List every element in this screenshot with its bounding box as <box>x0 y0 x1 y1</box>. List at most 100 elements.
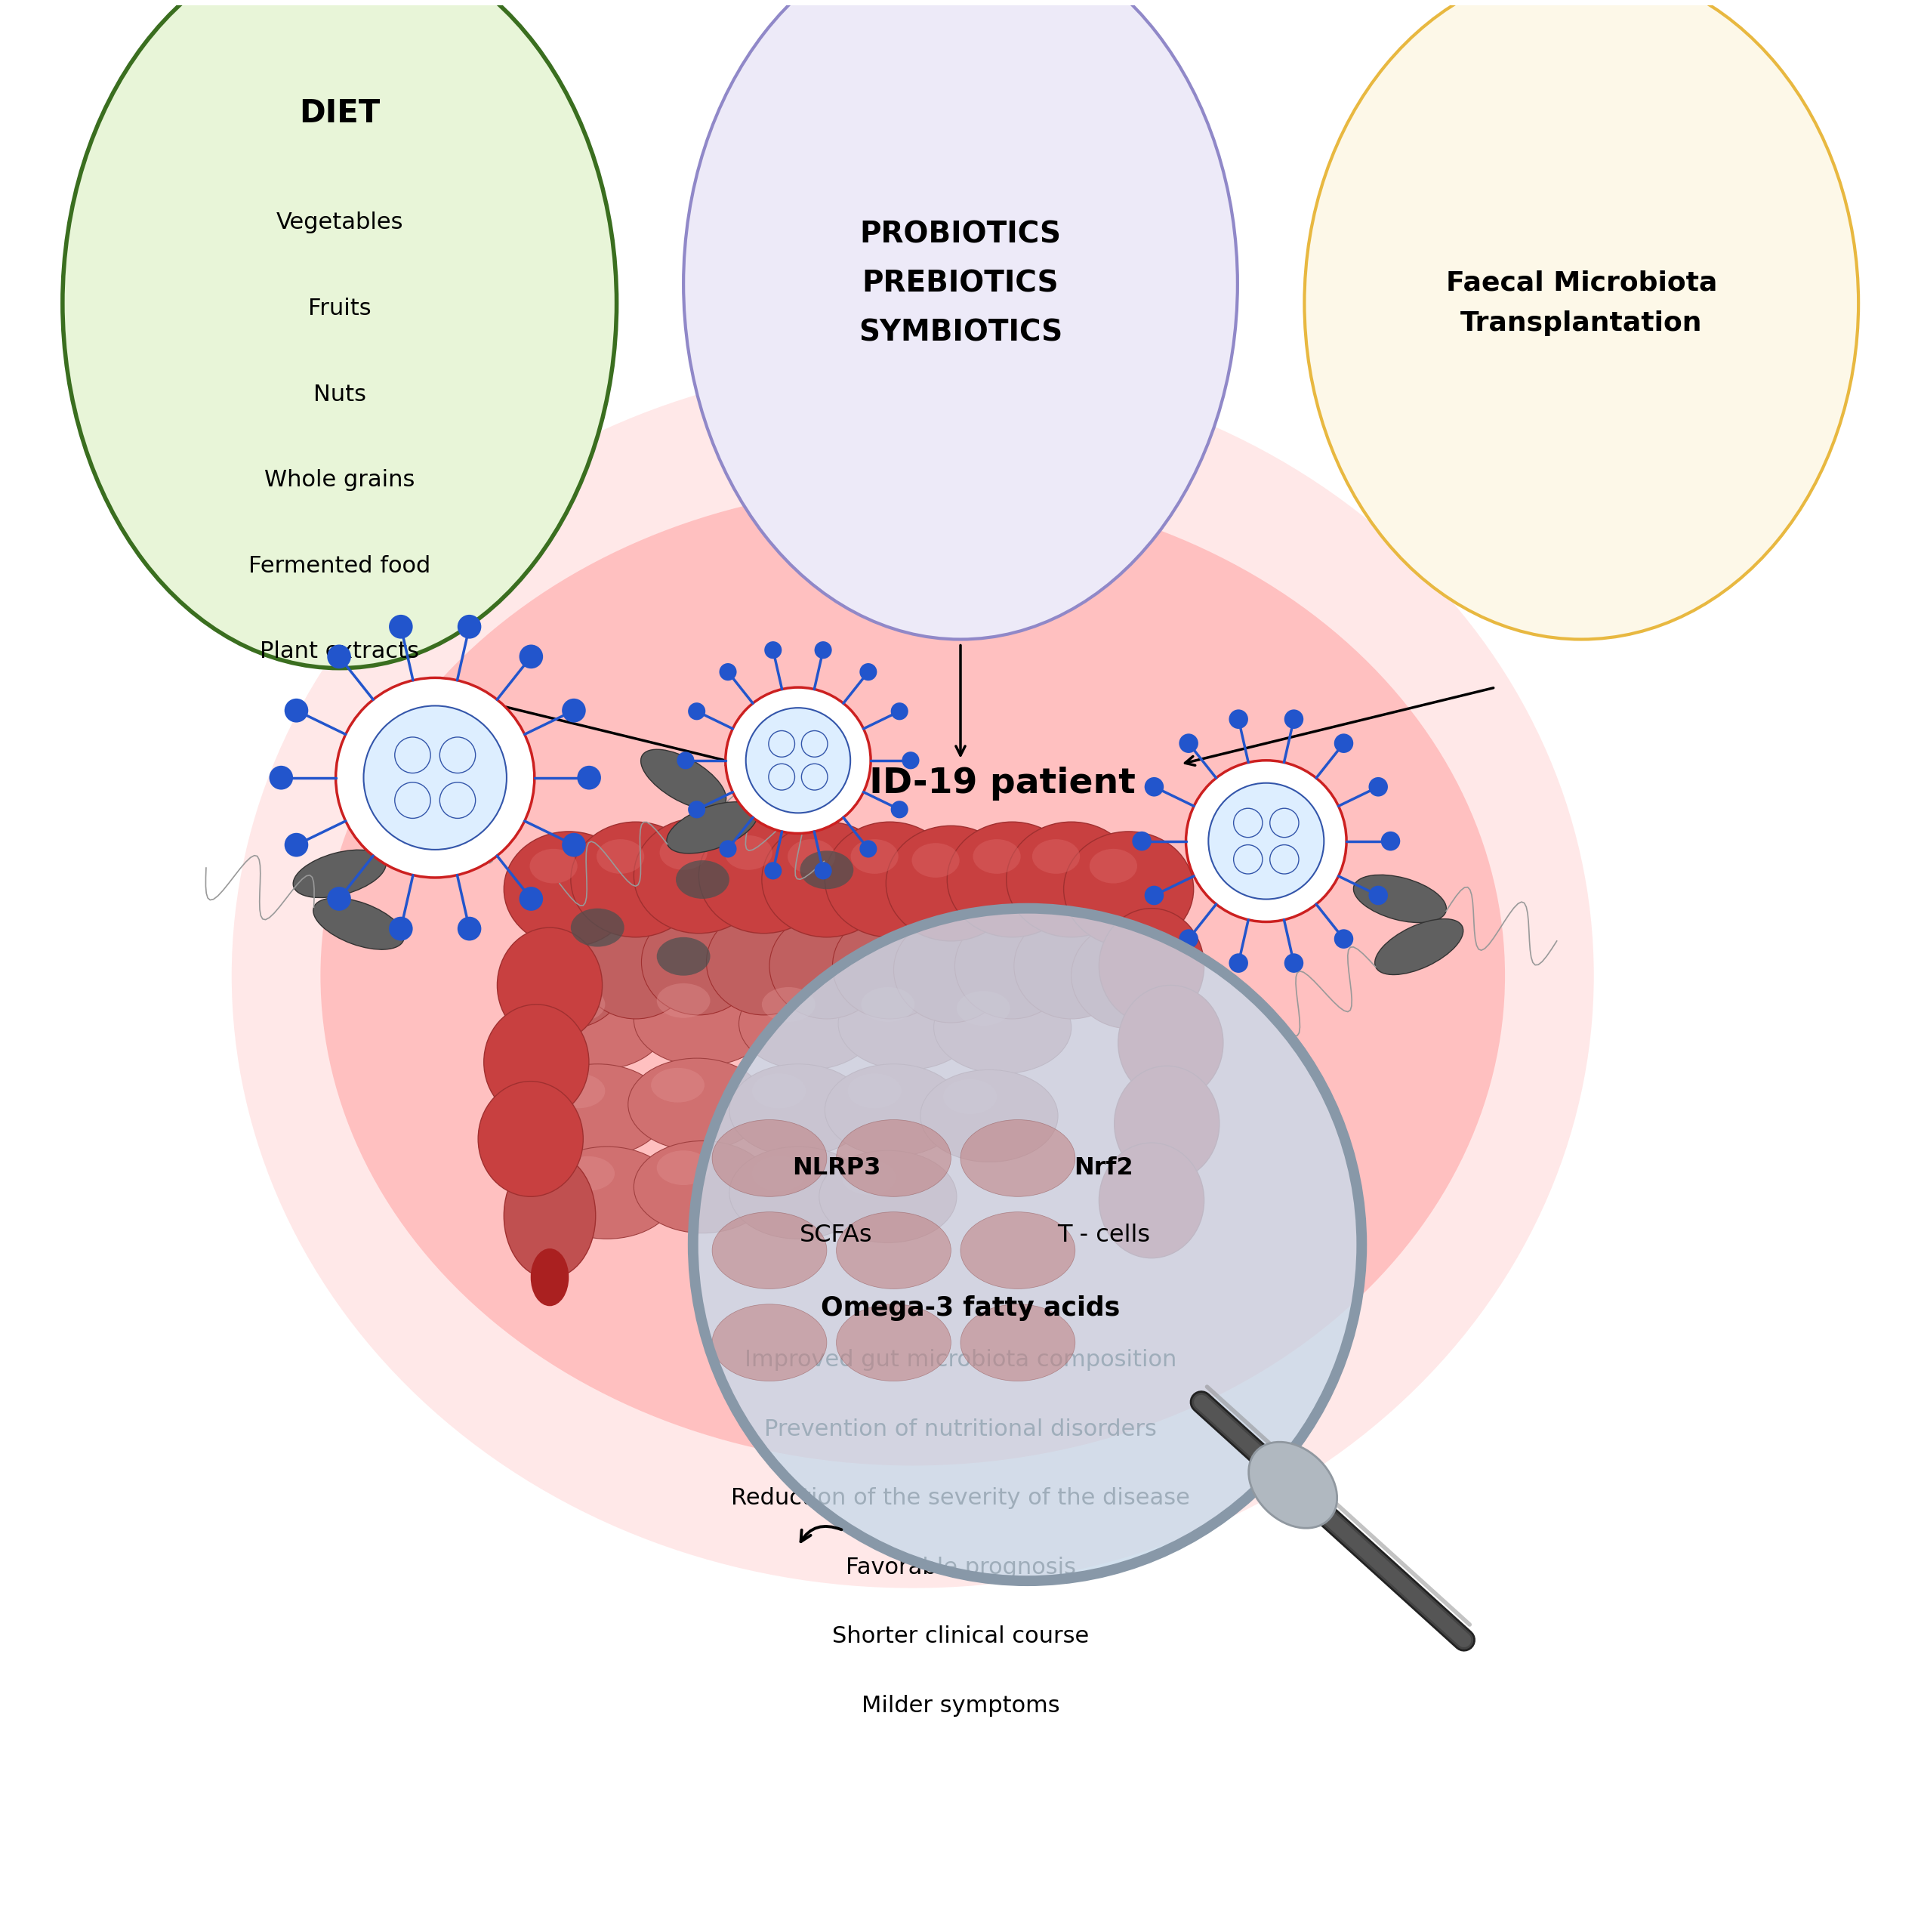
Circle shape <box>676 752 693 769</box>
Ellipse shape <box>861 987 914 1022</box>
Circle shape <box>519 887 544 910</box>
Ellipse shape <box>642 750 726 810</box>
Ellipse shape <box>730 1146 866 1238</box>
Text: COVID-19 patient: COVID-19 patient <box>786 767 1135 800</box>
Ellipse shape <box>530 1248 569 1306</box>
Text: Nrf2: Nrf2 <box>1074 1155 1133 1179</box>
Circle shape <box>1333 929 1354 949</box>
Ellipse shape <box>571 908 624 947</box>
Ellipse shape <box>63 0 617 668</box>
Ellipse shape <box>1007 821 1135 937</box>
Circle shape <box>563 699 586 723</box>
Ellipse shape <box>753 1074 805 1109</box>
Text: SCFAs: SCFAs <box>799 1223 872 1246</box>
Ellipse shape <box>832 914 947 1018</box>
Ellipse shape <box>1354 875 1447 923</box>
Circle shape <box>457 614 482 639</box>
Ellipse shape <box>838 978 976 1070</box>
Ellipse shape <box>740 978 876 1070</box>
Ellipse shape <box>893 918 1009 1022</box>
Circle shape <box>1368 777 1387 796</box>
Ellipse shape <box>713 1121 826 1196</box>
Ellipse shape <box>1249 1441 1337 1528</box>
Circle shape <box>891 800 909 819</box>
Ellipse shape <box>947 821 1078 937</box>
Text: Faecal Microbiota
Transplantation: Faecal Microbiota Transplantation <box>1447 270 1717 336</box>
Circle shape <box>1285 952 1304 972</box>
Circle shape <box>284 833 307 858</box>
Ellipse shape <box>824 821 955 937</box>
Ellipse shape <box>571 821 701 937</box>
Ellipse shape <box>770 914 884 1018</box>
Circle shape <box>1179 734 1199 753</box>
Circle shape <box>688 703 705 721</box>
Circle shape <box>1285 709 1304 728</box>
Ellipse shape <box>713 1211 826 1289</box>
Circle shape <box>457 916 482 941</box>
Ellipse shape <box>659 835 707 869</box>
Circle shape <box>891 703 909 721</box>
Ellipse shape <box>294 850 386 898</box>
Ellipse shape <box>943 1080 997 1115</box>
Ellipse shape <box>1014 914 1130 1018</box>
Circle shape <box>1131 831 1151 850</box>
Ellipse shape <box>836 1304 951 1381</box>
Text: Reduction of the severity of the disease: Reduction of the severity of the disease <box>732 1488 1189 1509</box>
Ellipse shape <box>651 1068 705 1103</box>
Ellipse shape <box>836 1121 951 1196</box>
Ellipse shape <box>684 0 1237 639</box>
Ellipse shape <box>1072 923 1185 1028</box>
Ellipse shape <box>753 1155 805 1190</box>
Circle shape <box>765 641 782 659</box>
Ellipse shape <box>1375 920 1464 976</box>
Circle shape <box>1185 761 1347 922</box>
Ellipse shape <box>799 850 853 889</box>
Circle shape <box>718 663 736 680</box>
Ellipse shape <box>818 1150 957 1242</box>
Text: Prevention of nutritional disorders: Prevention of nutritional disorders <box>765 1418 1156 1439</box>
Circle shape <box>327 887 352 910</box>
Ellipse shape <box>960 1211 1076 1289</box>
Ellipse shape <box>955 914 1070 1018</box>
Text: NLRP3: NLRP3 <box>791 1155 880 1179</box>
Ellipse shape <box>1099 1144 1204 1258</box>
Text: Fermented food: Fermented food <box>248 554 430 578</box>
Text: Improved gut microbiota composition: Improved gut microbiota composition <box>745 1349 1176 1372</box>
Circle shape <box>1145 777 1164 796</box>
Text: Fruits: Fruits <box>307 298 371 319</box>
Circle shape <box>688 800 705 819</box>
Text: PROBIOTICS
PREBIOTICS
SYMBIOTICS: PROBIOTICS PREBIOTICS SYMBIOTICS <box>859 220 1062 348</box>
Ellipse shape <box>1099 908 1204 1024</box>
Ellipse shape <box>503 831 634 947</box>
Circle shape <box>284 699 307 723</box>
Ellipse shape <box>960 1121 1076 1196</box>
Circle shape <box>903 752 920 769</box>
Ellipse shape <box>628 1059 766 1150</box>
Ellipse shape <box>713 1304 826 1381</box>
Circle shape <box>1179 929 1199 949</box>
Ellipse shape <box>321 485 1504 1466</box>
Circle shape <box>388 614 413 639</box>
Text: Plant extracts: Plant extracts <box>259 641 419 663</box>
Text: DIET: DIET <box>300 97 380 129</box>
Circle shape <box>336 678 534 877</box>
Ellipse shape <box>634 974 772 1066</box>
Ellipse shape <box>538 1146 676 1238</box>
Ellipse shape <box>530 848 578 883</box>
Ellipse shape <box>960 1304 1076 1381</box>
Ellipse shape <box>730 1065 866 1155</box>
Ellipse shape <box>313 898 403 949</box>
Circle shape <box>576 765 601 790</box>
Ellipse shape <box>676 860 730 898</box>
Circle shape <box>563 833 586 858</box>
Ellipse shape <box>886 825 1016 941</box>
Ellipse shape <box>551 1074 605 1109</box>
Ellipse shape <box>511 923 626 1028</box>
Text: Omega-3 fatty acids: Omega-3 fatty acids <box>820 1294 1120 1321</box>
Ellipse shape <box>642 910 757 1014</box>
Ellipse shape <box>634 817 765 933</box>
Ellipse shape <box>1118 985 1224 1101</box>
Ellipse shape <box>528 978 667 1070</box>
Ellipse shape <box>528 1065 667 1155</box>
Circle shape <box>745 707 851 813</box>
